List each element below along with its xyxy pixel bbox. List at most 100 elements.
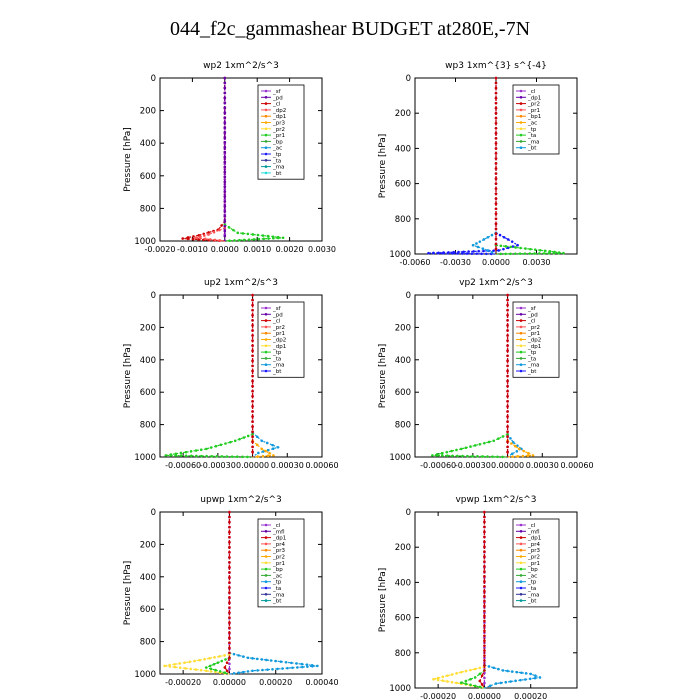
data-point	[225, 455, 229, 458]
legend-marker	[264, 325, 268, 329]
data-point	[237, 671, 240, 675]
data-point	[471, 243, 475, 247]
data-point	[251, 657, 254, 660]
legend-marker	[264, 599, 268, 602]
data-point	[478, 685, 482, 689]
legend-marker	[519, 586, 523, 590]
legend-entry: _bt	[272, 171, 282, 177]
data-point	[233, 239, 236, 242]
data-point	[163, 664, 166, 668]
legend-entry: _pr2	[527, 102, 540, 108]
data-point	[262, 237, 265, 241]
legend-marker	[264, 536, 268, 539]
legend-entry: _bt	[272, 599, 282, 605]
data-point	[483, 599, 486, 603]
data-point	[266, 448, 270, 452]
data-point	[506, 319, 509, 322]
data-point	[502, 235, 506, 239]
x-tick-label: 0.00030	[271, 461, 304, 470]
data-point	[506, 298, 509, 302]
data-point	[483, 636, 486, 640]
legend-entry: _bt	[527, 599, 537, 605]
data-point	[261, 234, 265, 237]
data-point	[506, 354, 509, 358]
data-point	[251, 415, 254, 418]
data-point	[497, 437, 500, 440]
data-point	[450, 673, 454, 676]
data-point	[461, 454, 464, 458]
data-point	[441, 454, 444, 457]
data-point	[223, 671, 227, 675]
data-point	[483, 669, 486, 672]
y-tick-label: 400	[140, 139, 156, 149]
series-markers-tp	[471, 231, 498, 254]
legend-entry: _bp1	[527, 114, 541, 120]
data-point	[483, 550, 486, 553]
data-point	[514, 246, 517, 249]
x-tick-label: 0.00060	[305, 461, 338, 470]
legend-marker	[264, 369, 268, 373]
data-point	[520, 671, 523, 675]
data-point	[521, 454, 525, 458]
data-point	[213, 238, 217, 242]
legend-entry: _tp	[527, 127, 537, 133]
data-point	[183, 661, 186, 664]
legend-entry: _ta	[272, 356, 281, 362]
data-point	[475, 252, 479, 256]
data-point	[509, 245, 513, 249]
data-point	[519, 246, 522, 250]
data-point	[548, 250, 552, 253]
legend-entry: _ma	[272, 363, 284, 369]
data-point	[251, 425, 254, 428]
data-point	[228, 651, 231, 655]
legend-marker	[264, 159, 268, 162]
legend-entry: _dp1	[272, 536, 286, 542]
data-point	[506, 430, 509, 433]
data-point	[225, 661, 229, 664]
data-point	[480, 683, 484, 686]
data-point	[480, 252, 483, 256]
data-point	[494, 147, 498, 150]
legend-entry: _tp	[527, 580, 537, 586]
data-point	[251, 319, 254, 322]
data-point	[251, 450, 254, 454]
data-point	[186, 237, 190, 241]
data-point	[251, 349, 254, 352]
data-point	[483, 681, 486, 685]
x-tick-label: -0.0010	[177, 245, 208, 254]
data-point	[223, 180, 227, 184]
data-point	[506, 349, 509, 352]
data-point	[436, 251, 440, 255]
data-point	[427, 251, 430, 255]
data-point	[506, 359, 509, 363]
data-point	[494, 197, 498, 200]
legend-entry: _dp1	[527, 344, 541, 350]
data-point	[494, 227, 498, 231]
x-tick-label: 0.00000	[491, 461, 524, 470]
y-tick-label: 400	[395, 356, 411, 366]
legend-marker	[264, 306, 268, 310]
legend-entry: _pr3	[527, 548, 541, 554]
data-point	[490, 250, 494, 254]
data-point	[281, 236, 285, 240]
data-point	[223, 101, 227, 104]
series-markers-pr3	[194, 226, 227, 242]
data-point	[230, 455, 234, 458]
y-tick-label: 0	[151, 74, 156, 84]
legend-entry: _tp	[272, 350, 282, 356]
x-tick-label: 0.0000	[211, 245, 239, 254]
series-line-bp	[204, 657, 230, 675]
data-point	[228, 576, 231, 579]
data-point	[516, 444, 519, 447]
data-point	[223, 81, 227, 85]
data-point	[504, 680, 508, 684]
data-point	[494, 126, 498, 130]
data-point	[483, 629, 486, 633]
data-point	[552, 251, 556, 255]
legend-entry: _ta	[527, 356, 536, 362]
data-point	[506, 246, 510, 250]
legend-marker	[264, 542, 268, 546]
data-point	[251, 420, 254, 423]
legend-marker	[264, 96, 268, 99]
x-tick-label: 0.0030	[308, 245, 336, 254]
